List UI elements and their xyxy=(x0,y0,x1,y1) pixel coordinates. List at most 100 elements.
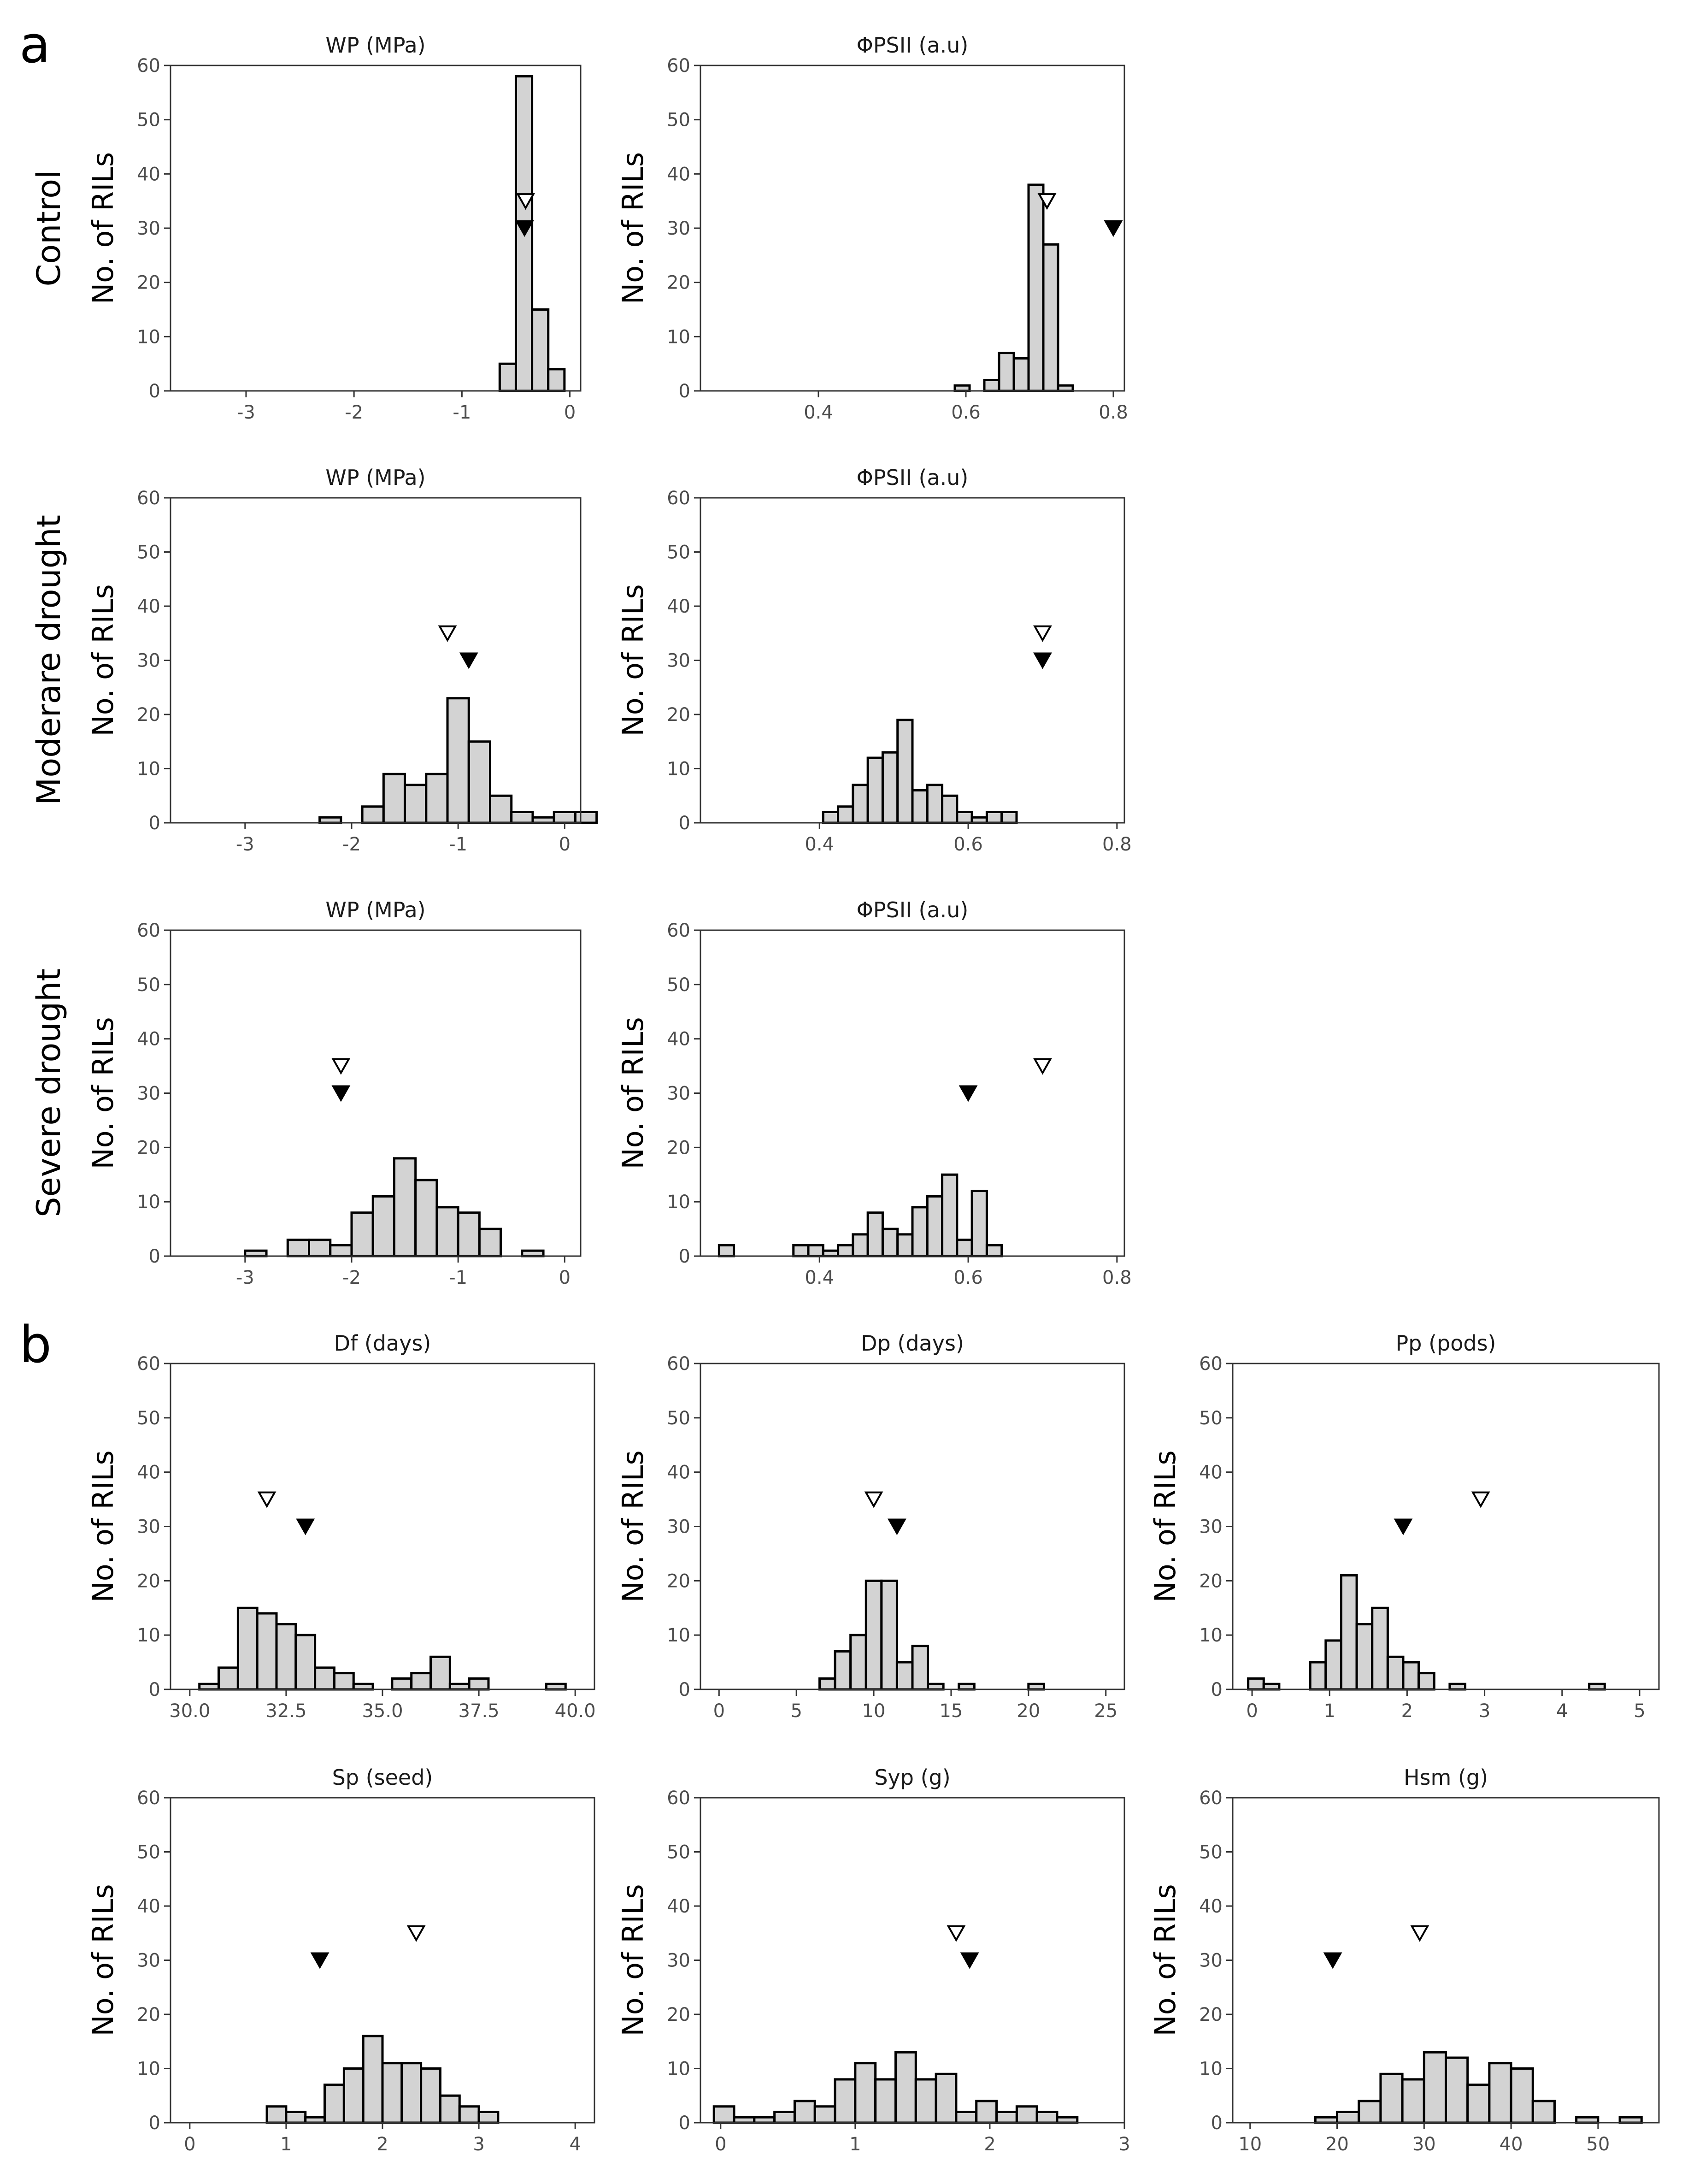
panel-title: WP (MPa) xyxy=(325,897,425,922)
x-tick-label: 0 xyxy=(713,1700,725,1722)
row-label: Control xyxy=(30,170,68,286)
histogram-bar xyxy=(1000,811,1018,824)
x-tick-label: 40 xyxy=(1500,2134,1523,2155)
y-axis-label: No. of RILs xyxy=(616,584,650,736)
y-tick-label: 50 xyxy=(137,1842,160,1863)
y-tick-label: 20 xyxy=(137,704,160,726)
y-tick-label: 0 xyxy=(149,381,160,402)
y-tick-label: 30 xyxy=(137,650,160,672)
y-tick-label: 20 xyxy=(667,272,690,294)
histogram-bar xyxy=(382,773,406,824)
x-tick-label: 2 xyxy=(1401,1700,1413,1722)
histogram-bar xyxy=(1027,183,1045,392)
histogram-bar xyxy=(866,756,884,824)
x-tick-label: 25 xyxy=(1094,1700,1117,1722)
histogram-bar xyxy=(410,1672,432,1691)
histogram-panel-8: 0 10 20 30 40 50 60 0 5 10 15 20 25 Dp (days) No. of R… xyxy=(616,1331,1125,1722)
histogram-bar xyxy=(393,1157,417,1257)
x-tick-label: 0.6 xyxy=(951,402,981,423)
histogram-bar xyxy=(975,2100,998,2124)
histogram-bar xyxy=(1379,2072,1404,2124)
histogram-panel-4: 0 10 20 30 40 50 60 0.4 0.6 0.8 ΦPSII (a.u) No. of … xyxy=(616,465,1132,855)
histogram-bar xyxy=(1035,2111,1059,2124)
y-axis-label: No. of RILs xyxy=(86,1884,120,2036)
histogram-bar xyxy=(983,378,1000,392)
histogram-bar xyxy=(329,1244,353,1257)
histogram-bar xyxy=(400,2062,423,2124)
open-triangle-marker xyxy=(864,1491,883,1508)
y-tick-label: 40 xyxy=(667,1896,690,1917)
y-tick-label: 30 xyxy=(137,1950,160,1972)
histogram-bar xyxy=(1510,2067,1534,2124)
x-tick-label: 0 xyxy=(564,402,576,423)
histogram-bar xyxy=(198,1682,220,1691)
y-tick-label: 40 xyxy=(137,596,160,617)
histogram-bar xyxy=(323,2084,345,2124)
y-tick-label: 0 xyxy=(149,813,160,834)
row-label: Severe drought xyxy=(30,968,68,1217)
filled-triangle-marker xyxy=(887,1518,906,1535)
histogram-bar xyxy=(404,784,428,824)
x-tick-label: 50 xyxy=(1586,2134,1610,2155)
open-triangle-marker xyxy=(406,1925,426,1942)
plot-frame xyxy=(700,65,1125,392)
plot-frame xyxy=(1232,1363,1660,1690)
histogram-bar xyxy=(350,1211,374,1257)
y-tick-label: 60 xyxy=(137,55,160,77)
x-tick-label: 0.8 xyxy=(1102,1267,1132,1288)
histogram-bar xyxy=(822,811,840,824)
histogram-panel-3: 0 10 20 30 40 50 60 -3 -2 -1 0 WP (MPa) No. of RILs M… xyxy=(30,465,598,855)
panel-letter-a: a xyxy=(19,15,50,74)
y-tick-label: 20 xyxy=(137,272,160,294)
y-tick-label: 20 xyxy=(1199,2004,1223,2025)
histogram-bar xyxy=(896,719,914,824)
histogram-bar xyxy=(927,1682,945,1691)
histogram-bar xyxy=(1445,2056,1469,2124)
y-tick-label: 40 xyxy=(667,1462,690,1483)
histogram-bar xyxy=(956,1239,973,1257)
open-triangle-marker xyxy=(331,1058,351,1075)
histogram-bar xyxy=(318,816,342,824)
histogram-bar xyxy=(935,2072,958,2124)
histogram-bar xyxy=(753,2116,776,2124)
y-tick-label: 20 xyxy=(667,1137,690,1158)
filled-triangle-marker xyxy=(459,652,478,669)
histogram-bar xyxy=(1371,1606,1389,1691)
x-tick-label: -2 xyxy=(342,1267,361,1288)
histogram-bar xyxy=(733,2116,756,2124)
histogram-bar xyxy=(381,2062,403,2124)
y-tick-label: 10 xyxy=(137,326,160,348)
histogram-bar xyxy=(914,2078,937,2124)
y-tick-label: 30 xyxy=(667,1950,690,1972)
histogram-bar xyxy=(547,368,566,392)
x-tick-label: -3 xyxy=(236,834,254,855)
histogram-bar xyxy=(457,1211,481,1257)
histogram-bar xyxy=(813,2105,836,2124)
histogram-bar xyxy=(1358,2100,1382,2124)
histogram-bar xyxy=(448,1682,470,1691)
histogram-bar xyxy=(911,1645,929,1691)
histogram-bar xyxy=(985,811,1003,824)
y-tick-label: 20 xyxy=(667,2004,690,2025)
open-triangle-marker xyxy=(1037,193,1057,210)
y-tick-label: 40 xyxy=(137,1029,160,1050)
histogram-bar xyxy=(970,1190,988,1257)
y-tick-label: 50 xyxy=(667,974,690,996)
x-tick-label: 0 xyxy=(559,1267,570,1288)
y-tick-label: 10 xyxy=(1199,2059,1223,2080)
histogram-bar xyxy=(1324,1639,1342,1691)
histogram-bar xyxy=(881,751,899,824)
x-tick-label: 10 xyxy=(862,1700,886,1722)
histogram-bar xyxy=(941,794,959,824)
histogram-bar xyxy=(773,2111,796,2124)
y-axis-label: No. of RILs xyxy=(1148,1450,1182,1602)
filled-triangle-marker xyxy=(960,1952,979,1969)
x-tick-label: 0 xyxy=(1246,1700,1258,1722)
histogram-bar xyxy=(953,384,971,392)
x-tick-label: 0.4 xyxy=(804,402,833,423)
x-tick-label: 0.4 xyxy=(805,834,834,855)
y-tick-label: 30 xyxy=(1199,1517,1223,1538)
y-tick-label: 60 xyxy=(667,488,690,509)
histogram-panel-9: 0 10 20 30 40 50 60 0 1 2 3 4 5 Pp (pods) No. of RILs xyxy=(1148,1331,1660,1722)
